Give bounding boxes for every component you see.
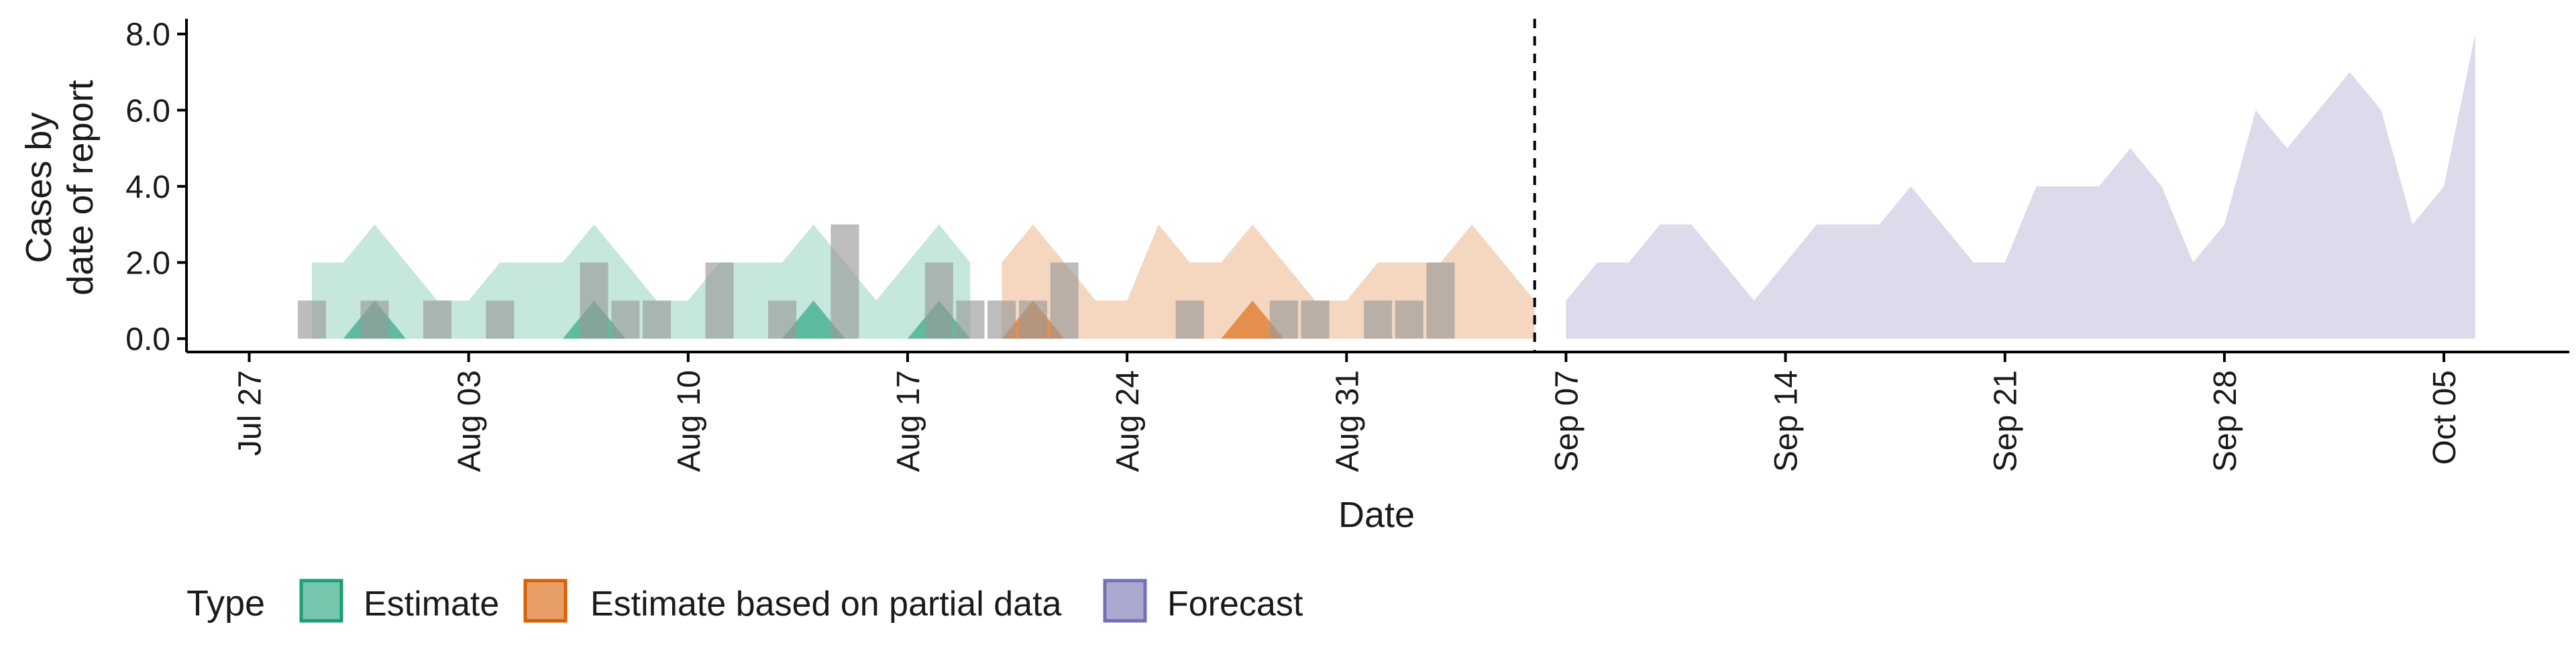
x-tick-label: Jul 27 — [233, 370, 268, 456]
observed-bar — [486, 300, 515, 339]
observed-bar — [830, 224, 859, 339]
legend-key-0 — [299, 579, 343, 623]
ribbon-outer-0 — [311, 224, 971, 339]
observed-bar — [423, 300, 451, 339]
observed-bar — [297, 300, 326, 339]
observed-bar — [956, 300, 985, 339]
observed-bar — [1364, 300, 1393, 339]
legend: Type Estimate Estimate based on partial d… — [186, 579, 1303, 624]
x-tick-label: Aug 24 — [1110, 370, 1146, 472]
observed-bar — [705, 262, 734, 339]
x-tick-label: Sep 21 — [1988, 370, 2024, 472]
observed-bar — [1269, 300, 1298, 339]
observed-bar — [611, 300, 640, 339]
ribbon-outer-2 — [1566, 34, 2475, 339]
observed-bar — [1395, 300, 1424, 339]
x-tick-label: Sep 14 — [1769, 370, 1805, 472]
observed-bar — [1301, 300, 1330, 339]
legend-title: Type — [186, 583, 265, 624]
y-tick-label: 2.0 — [125, 246, 170, 282]
y-axis-title-line-1: Cases by — [19, 112, 59, 263]
y-tick-label: 4.0 — [125, 170, 170, 205]
observed-bar — [1426, 262, 1455, 339]
ribbon-inner-1 — [1002, 300, 1535, 339]
y-tick-label: 8.0 — [125, 17, 170, 53]
x-tick-label: Aug 17 — [891, 370, 926, 472]
observed-bar — [1175, 300, 1204, 339]
x-axis-title: Date — [1338, 495, 1415, 535]
x-tick-label: Sep 28 — [2208, 370, 2243, 472]
x-tick-label: Aug 03 — [452, 370, 488, 472]
legend-key-1 — [523, 579, 568, 623]
observed-bar — [987, 300, 1016, 339]
observed-bar — [1050, 262, 1079, 339]
legend-key-2 — [1103, 579, 1147, 623]
legend-label-0: Estimate — [364, 585, 499, 624]
x-tick-label: Aug 31 — [1330, 370, 1365, 472]
legend-label-2: Forecast — [1167, 585, 1303, 624]
observed-bar — [360, 300, 389, 339]
y-tick-label: 0.0 — [125, 322, 170, 357]
ribbon-inner-0 — [311, 300, 971, 339]
legend-label-1: Estimate based on partial data — [590, 585, 1062, 624]
observed-bar — [643, 300, 672, 339]
y-tick-label: 6.0 — [125, 93, 170, 129]
x-tick-label: Sep 07 — [1549, 370, 1585, 472]
x-tick-label: Oct 05 — [2427, 370, 2463, 465]
observed-bar — [924, 262, 953, 339]
x-tick-label: Aug 10 — [672, 370, 707, 472]
y-axis-title-line-2: date of report — [60, 80, 101, 295]
observed-bar — [580, 262, 608, 339]
observed-bar — [1018, 300, 1047, 339]
observed-bar — [768, 300, 797, 339]
